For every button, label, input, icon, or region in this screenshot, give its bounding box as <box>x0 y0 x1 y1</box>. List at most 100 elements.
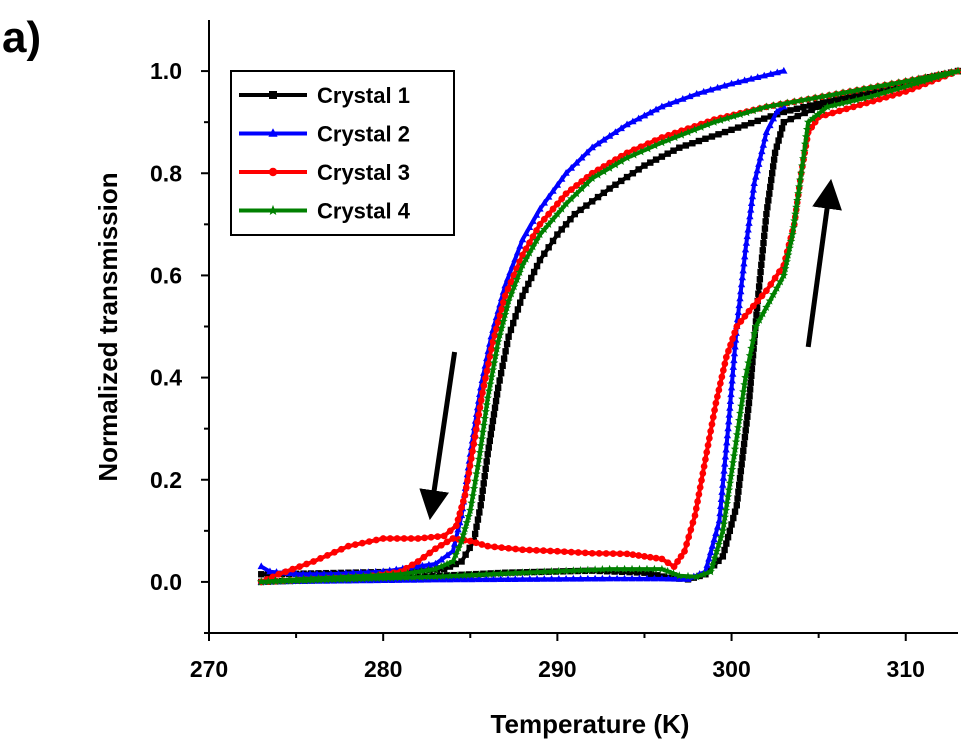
data-point <box>823 102 832 111</box>
data-point <box>708 133 716 140</box>
data-point <box>686 92 694 100</box>
data-point <box>423 572 433 581</box>
data-point <box>617 156 626 165</box>
data-point <box>469 447 476 455</box>
data-point <box>513 248 522 256</box>
data-point <box>612 156 619 163</box>
data-point <box>558 175 566 182</box>
data-point <box>424 575 432 583</box>
data-point <box>450 539 459 547</box>
data-point <box>533 262 541 270</box>
data-point <box>510 272 518 279</box>
data-point <box>749 352 757 359</box>
data-point <box>925 74 935 83</box>
data-point <box>739 454 746 461</box>
data-point <box>703 561 711 568</box>
data-point <box>605 574 614 582</box>
data-point <box>848 95 855 103</box>
data-point <box>630 146 638 154</box>
data-point <box>704 441 712 449</box>
data-point <box>605 564 614 573</box>
data-point <box>791 209 800 218</box>
data-point <box>512 545 519 553</box>
data-point <box>788 230 797 239</box>
data-point <box>587 173 597 182</box>
data-point <box>694 498 701 505</box>
data-point <box>476 509 483 516</box>
data-point <box>712 529 720 536</box>
data-point <box>866 83 876 92</box>
data-point <box>545 244 552 251</box>
data-point <box>726 397 735 404</box>
data-point <box>562 169 570 176</box>
data-point <box>734 124 742 131</box>
data-point <box>536 256 544 264</box>
data-point <box>747 74 755 82</box>
data-point <box>760 71 768 79</box>
data-point <box>432 545 439 553</box>
data-point <box>536 220 544 228</box>
x-tick-label: 270 <box>190 656 228 682</box>
data-point <box>584 574 592 582</box>
data-point <box>899 82 908 91</box>
data-point <box>663 566 672 575</box>
data-point <box>519 251 526 259</box>
data-point <box>801 132 811 141</box>
data-point <box>478 427 488 436</box>
data-point <box>365 574 375 583</box>
data-point <box>733 323 741 330</box>
data-point <box>486 379 495 388</box>
data-point <box>491 404 499 411</box>
data-point <box>317 555 324 562</box>
data-point <box>469 484 479 493</box>
data-point <box>755 104 765 113</box>
data-point <box>773 107 781 115</box>
data-point <box>492 397 500 405</box>
data-point <box>729 370 737 377</box>
data-point <box>528 274 535 282</box>
data-point <box>299 570 307 577</box>
data-point <box>268 128 278 137</box>
data-point <box>905 80 915 89</box>
data-point <box>529 217 537 224</box>
data-point <box>684 575 692 582</box>
data-point <box>532 210 541 218</box>
data-point <box>545 210 553 218</box>
data-point <box>489 338 497 346</box>
data-point <box>747 119 755 127</box>
data-point <box>462 551 469 558</box>
data-point <box>522 286 529 294</box>
data-point <box>460 571 469 580</box>
data-point <box>728 126 735 134</box>
data-point <box>753 311 760 318</box>
data-point <box>754 297 762 305</box>
data-point <box>314 573 323 582</box>
data-point <box>761 225 769 232</box>
data-point <box>755 315 764 324</box>
data-point <box>727 465 737 474</box>
data-point <box>500 299 507 306</box>
data-point <box>739 266 747 274</box>
data-point <box>748 336 758 345</box>
data-point <box>727 383 736 391</box>
data-point <box>418 561 427 569</box>
data-point <box>511 568 520 577</box>
data-point <box>749 302 757 310</box>
data-point <box>600 135 608 143</box>
data-point <box>797 96 806 105</box>
data-point <box>753 166 761 174</box>
data-point <box>589 198 596 205</box>
data-point <box>902 88 910 95</box>
data-point <box>487 372 496 381</box>
data-point <box>594 139 602 147</box>
data-point <box>664 559 672 567</box>
data-point <box>762 218 769 225</box>
data-point <box>730 349 739 357</box>
data-point <box>738 273 747 281</box>
data-point <box>518 568 527 577</box>
data-point <box>690 125 699 134</box>
data-point <box>730 356 738 364</box>
data-point <box>322 575 331 584</box>
data-point <box>736 408 745 417</box>
data-point <box>761 232 768 240</box>
